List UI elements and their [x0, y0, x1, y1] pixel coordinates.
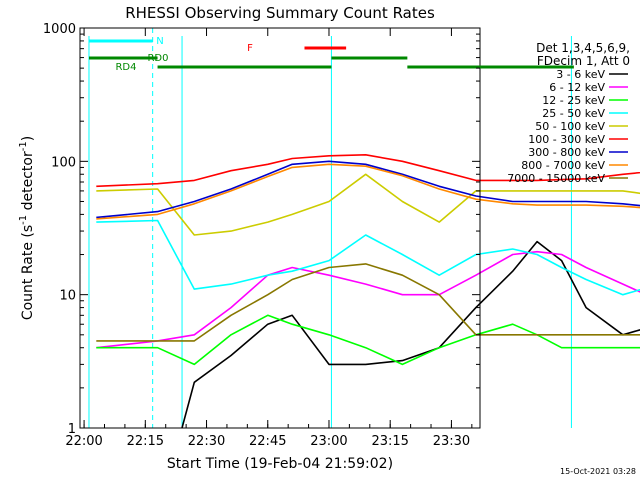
x-tick-label-1: 22:15	[127, 434, 164, 449]
series-line-0	[181, 240, 640, 429]
chart-title: RHESSI Observing Summary Count Rates	[125, 4, 435, 22]
series-line-5	[96, 154, 640, 188]
plot-frame	[79, 27, 481, 429]
x-tick-label-2: 22:30	[188, 434, 225, 449]
x-axis: 22:00 22:15 22:30 22:45 23:00 23:15 23:30	[65, 28, 473, 449]
legend-label-0: 3 - 6 keV	[556, 68, 605, 81]
legend-label-8: 7000 - 15000 keV	[507, 172, 605, 185]
legend-label-6: 300 - 800 keV	[528, 146, 605, 159]
y-axis-label: Count Rate (s-1 detector-1)	[18, 136, 36, 320]
legend-label-4: 50 - 100 keV	[535, 120, 605, 133]
x-axis-label: Start Time (19-Feb-04 21:59:02)	[167, 456, 393, 472]
legend-header-2: FDecim 1, Att 0	[537, 54, 630, 68]
legend-header-1: Det 1,3,4,5,6,9,	[536, 41, 630, 55]
flag-label-1: F	[247, 43, 253, 54]
series-line-4	[96, 173, 640, 236]
flag-bars: N F RD0 RD4	[88, 36, 574, 73]
legend-label-7: 800 - 7000 keV	[521, 159, 605, 172]
x-tick-label-6: 23:30	[433, 434, 470, 449]
y-tick-label-2: 100	[51, 155, 76, 170]
x-tick-label-0: 22:00	[65, 434, 102, 449]
flag-label-2: RD0	[147, 53, 168, 64]
series-line-8	[96, 263, 640, 342]
timestamp-label: 15-Oct-2021 03:28	[560, 467, 636, 476]
y-tick-label-0: 1	[68, 422, 76, 437]
x-tick-label-3: 22:45	[249, 434, 286, 449]
series-line-6	[96, 160, 640, 219]
series-line-2	[96, 314, 640, 366]
flag-label-3: RD4	[115, 62, 136, 73]
legend-label-2: 12 - 25 keV	[542, 94, 605, 107]
y-tick-label-3: 1000	[43, 22, 76, 37]
legend-label-1: 6 - 12 keV	[549, 81, 605, 94]
y-axis: 1 10 100 1000	[43, 22, 480, 437]
legend-label-5: 100 - 300 keV	[528, 133, 605, 146]
plot-area	[79, 27, 640, 429]
legend: Det 1,3,4,5,6,9, FDecim 1, Att 0 3 - 6 k…	[507, 41, 630, 185]
flag-label-0: N	[156, 36, 163, 47]
legend-label-3: 25 - 50 keV	[542, 107, 605, 120]
series-line-7	[96, 163, 640, 220]
series-line-3	[96, 219, 640, 296]
series-line-1	[96, 250, 640, 349]
x-tick-label-5: 23:15	[371, 434, 408, 449]
y-tick-label-1: 10	[59, 289, 76, 304]
x-tick-label-4: 23:00	[310, 434, 347, 449]
